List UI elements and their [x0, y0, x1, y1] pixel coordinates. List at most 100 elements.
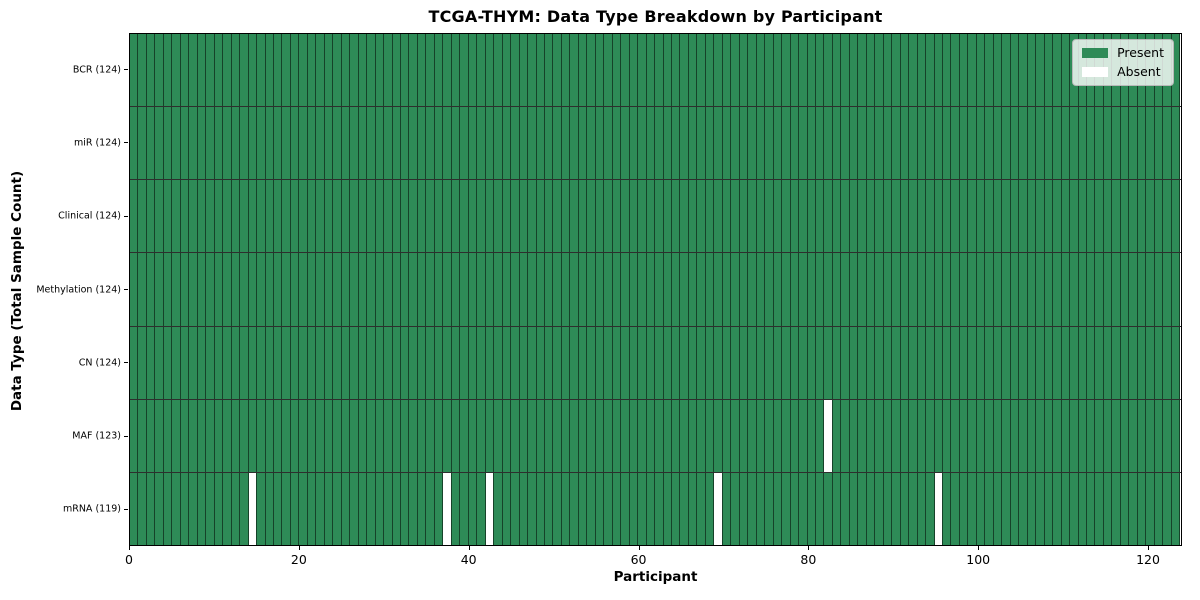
heatmap-cell-present — [841, 34, 850, 107]
heatmap-cell-present — [333, 399, 342, 472]
heatmap-cell-present — [409, 34, 418, 107]
heatmap-cell-present — [350, 472, 359, 545]
heatmap-cell-present — [477, 107, 486, 180]
heatmap-cell-absent — [714, 472, 722, 545]
heatmap-cell-present — [866, 399, 876, 472]
heatmap-cell-present — [451, 399, 461, 472]
heatmap-cell-present — [1120, 253, 1130, 326]
heatmap-cell-present — [485, 253, 495, 326]
heatmap-cell-present — [460, 399, 469, 472]
heatmap-cell-present — [155, 107, 164, 180]
heatmap-cell-present — [1154, 472, 1164, 545]
heatmap-cell-present — [273, 326, 283, 399]
heatmap-cell-present — [485, 399, 495, 472]
y-tick-mark — [124, 362, 128, 364]
heatmap-cell-present — [604, 399, 613, 472]
heatmap-cell-present — [858, 399, 867, 472]
heatmap-cell-present — [815, 107, 825, 180]
heatmap-cell-present — [561, 34, 571, 107]
heatmap-cell-present — [426, 399, 435, 472]
heatmap-cell-present — [392, 472, 401, 545]
heatmap-cell-present — [1053, 472, 1062, 545]
heatmap-cell-present — [841, 107, 850, 180]
heatmap-cell-present — [570, 326, 579, 399]
heatmap-cell-present — [265, 399, 274, 472]
heatmap-cell-present — [417, 107, 427, 180]
heatmap-cell-present — [519, 253, 529, 326]
heatmap-cell-present — [358, 253, 368, 326]
heatmap-cell-present — [1103, 180, 1113, 253]
heatmap-cell-present — [299, 253, 308, 326]
heatmap-cell-present — [722, 34, 732, 107]
heatmap-cell-present — [832, 180, 842, 253]
heatmap-cell-present — [841, 472, 850, 545]
heatmap-cell-present — [1171, 107, 1181, 180]
heatmap-cell-present — [409, 326, 418, 399]
heatmap-cell-present — [849, 107, 859, 180]
heatmap-cell-present — [536, 326, 545, 399]
heatmap-cell-present — [206, 326, 215, 399]
heatmap-cell-present — [705, 326, 715, 399]
heatmap-cell-present — [697, 107, 706, 180]
heatmap-cell-present — [426, 180, 435, 253]
heatmap-cell-present — [1010, 107, 1020, 180]
heatmap-cell-present — [494, 34, 503, 107]
heatmap-cell-present — [248, 34, 258, 107]
heatmap-cell-present — [519, 326, 529, 399]
heatmap-cell-present — [951, 253, 960, 326]
heatmap-cell-present — [1137, 326, 1147, 399]
heatmap-cell-present — [1120, 180, 1130, 253]
heatmap-cell-present — [477, 326, 486, 399]
heatmap-cell-present — [621, 107, 630, 180]
heatmap-cell-present — [849, 326, 859, 399]
heatmap-cell-present — [1103, 253, 1113, 326]
heatmap-cell-present — [307, 472, 317, 545]
heatmap-cell-present — [697, 399, 706, 472]
heatmap-cell-present — [638, 399, 647, 472]
heatmap-cell-present — [655, 326, 664, 399]
heatmap-cell-present — [290, 399, 300, 472]
heatmap-cell-present — [663, 399, 672, 472]
heatmap-cell-present — [197, 34, 207, 107]
heatmap-cell-present — [1078, 472, 1087, 545]
heatmap-cell-present — [968, 326, 977, 399]
heatmap-cell-present — [807, 399, 816, 472]
heatmap-cell-present — [959, 399, 969, 472]
heatmap-cell-present — [815, 472, 825, 545]
heatmap-cell-present — [1019, 107, 1028, 180]
heatmap-cell-present — [883, 34, 893, 107]
y-tick-mark — [124, 289, 128, 290]
heatmap-cell-present — [595, 107, 605, 180]
heatmap-cell-present — [604, 326, 613, 399]
heatmap-cell-present — [841, 326, 850, 399]
heatmap-cell-present — [197, 326, 207, 399]
heatmap-cell-present — [604, 472, 613, 545]
y-tick-label: MAF (123) — [72, 430, 121, 442]
legend-swatch-present — [1082, 47, 1109, 58]
heatmap-cell-present — [595, 34, 605, 107]
heatmap-cell-present — [273, 107, 283, 180]
x-tick-mark — [808, 546, 810, 550]
heatmap-cell-present — [782, 399, 791, 472]
heatmap-cell-present — [875, 34, 884, 107]
heatmap-cell-present — [1146, 399, 1155, 472]
heatmap-cell-present — [231, 107, 241, 180]
heatmap-cell-present — [172, 107, 181, 180]
heatmap-cell-present — [993, 34, 1003, 107]
heatmap-cell-present — [146, 399, 156, 472]
heatmap-cell-present — [1171, 472, 1181, 545]
heatmap-cell-present — [841, 399, 850, 472]
heatmap-cell-present — [680, 253, 689, 326]
heatmap-cell-present — [832, 326, 842, 399]
heatmap-cell-present — [1163, 326, 1172, 399]
heatmap-cell-present — [909, 107, 918, 180]
heatmap-cell-present — [316, 399, 325, 472]
heatmap-cell-present — [561, 253, 571, 326]
heatmap-cell-present — [1154, 326, 1164, 399]
heatmap-cell-present — [561, 399, 571, 472]
heatmap-cell-present — [951, 399, 960, 472]
heatmap-cell-present — [536, 34, 545, 107]
heatmap-cell-present — [417, 180, 427, 253]
heatmap-cell-present — [172, 326, 181, 399]
heatmap-cell-present — [799, 326, 808, 399]
